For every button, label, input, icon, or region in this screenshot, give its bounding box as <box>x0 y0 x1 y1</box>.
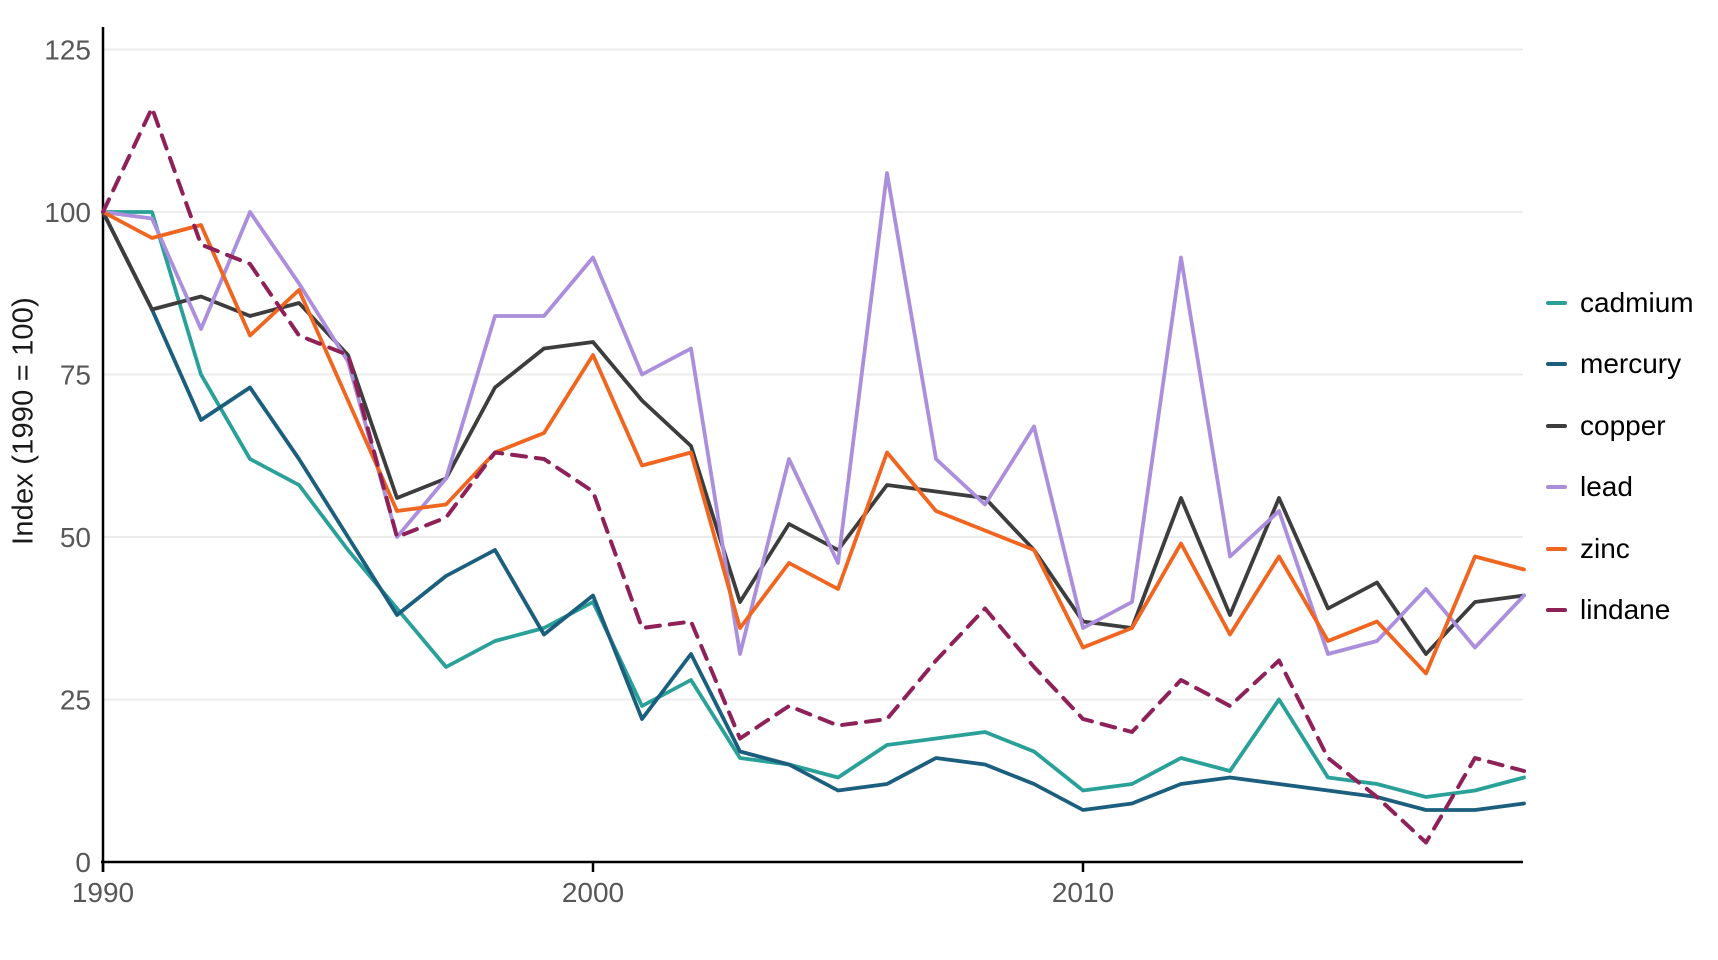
series-line-mercury <box>101 210 1526 812</box>
series-line-lindane <box>101 106 1526 845</box>
y-axis-title: Index (1990 = 100) <box>7 297 40 545</box>
legend-item-copper: copper <box>1546 395 1694 457</box>
legend-item-cadmium: cadmium <box>1546 272 1694 334</box>
legend-swatch-lead <box>1546 485 1567 490</box>
x-tick-label-2010: 2010 <box>1052 877 1114 908</box>
legend-label-lead: lead <box>1580 471 1633 503</box>
legend-swatch-copper <box>1546 423 1567 428</box>
legend-swatch-cadmium <box>1546 300 1567 305</box>
legend: cadmium mercury copper lead zinc lindane <box>1546 272 1694 641</box>
series-line-zinc <box>101 210 1526 676</box>
legend-item-zinc: zinc <box>1546 518 1694 580</box>
legend-swatch-zinc <box>1546 546 1567 551</box>
y-tick-label-75: 75 <box>60 360 91 391</box>
series-line-lead <box>101 171 1526 656</box>
y-tick-label-50: 50 <box>60 522 91 553</box>
legend-label-cadmium: cadmium <box>1580 286 1694 318</box>
legend-item-lindane: lindane <box>1546 580 1694 642</box>
x-tick-label-2000: 2000 <box>562 877 624 908</box>
y-tick-label-125: 125 <box>44 35 91 66</box>
y-tick-label-0: 0 <box>75 847 91 878</box>
series-line-copper <box>101 210 1526 656</box>
legend-label-lindane: lindane <box>1580 594 1671 626</box>
series-line-cadmium <box>101 210 1526 799</box>
legend-label-zinc: zinc <box>1580 532 1630 564</box>
y-tick-label-25: 25 <box>60 685 91 716</box>
legend-item-mercury: mercury <box>1546 334 1694 396</box>
legend-label-copper: copper <box>1580 409 1666 441</box>
legend-item-lead: lead <box>1546 457 1694 519</box>
x-tick-label-1990: 1990 <box>72 877 134 908</box>
legend-label-mercury: mercury <box>1580 348 1682 380</box>
legend-swatch-lindane <box>1546 608 1567 613</box>
legend-swatch-mercury <box>1546 362 1567 367</box>
y-tick-label-100: 100 <box>44 197 91 228</box>
